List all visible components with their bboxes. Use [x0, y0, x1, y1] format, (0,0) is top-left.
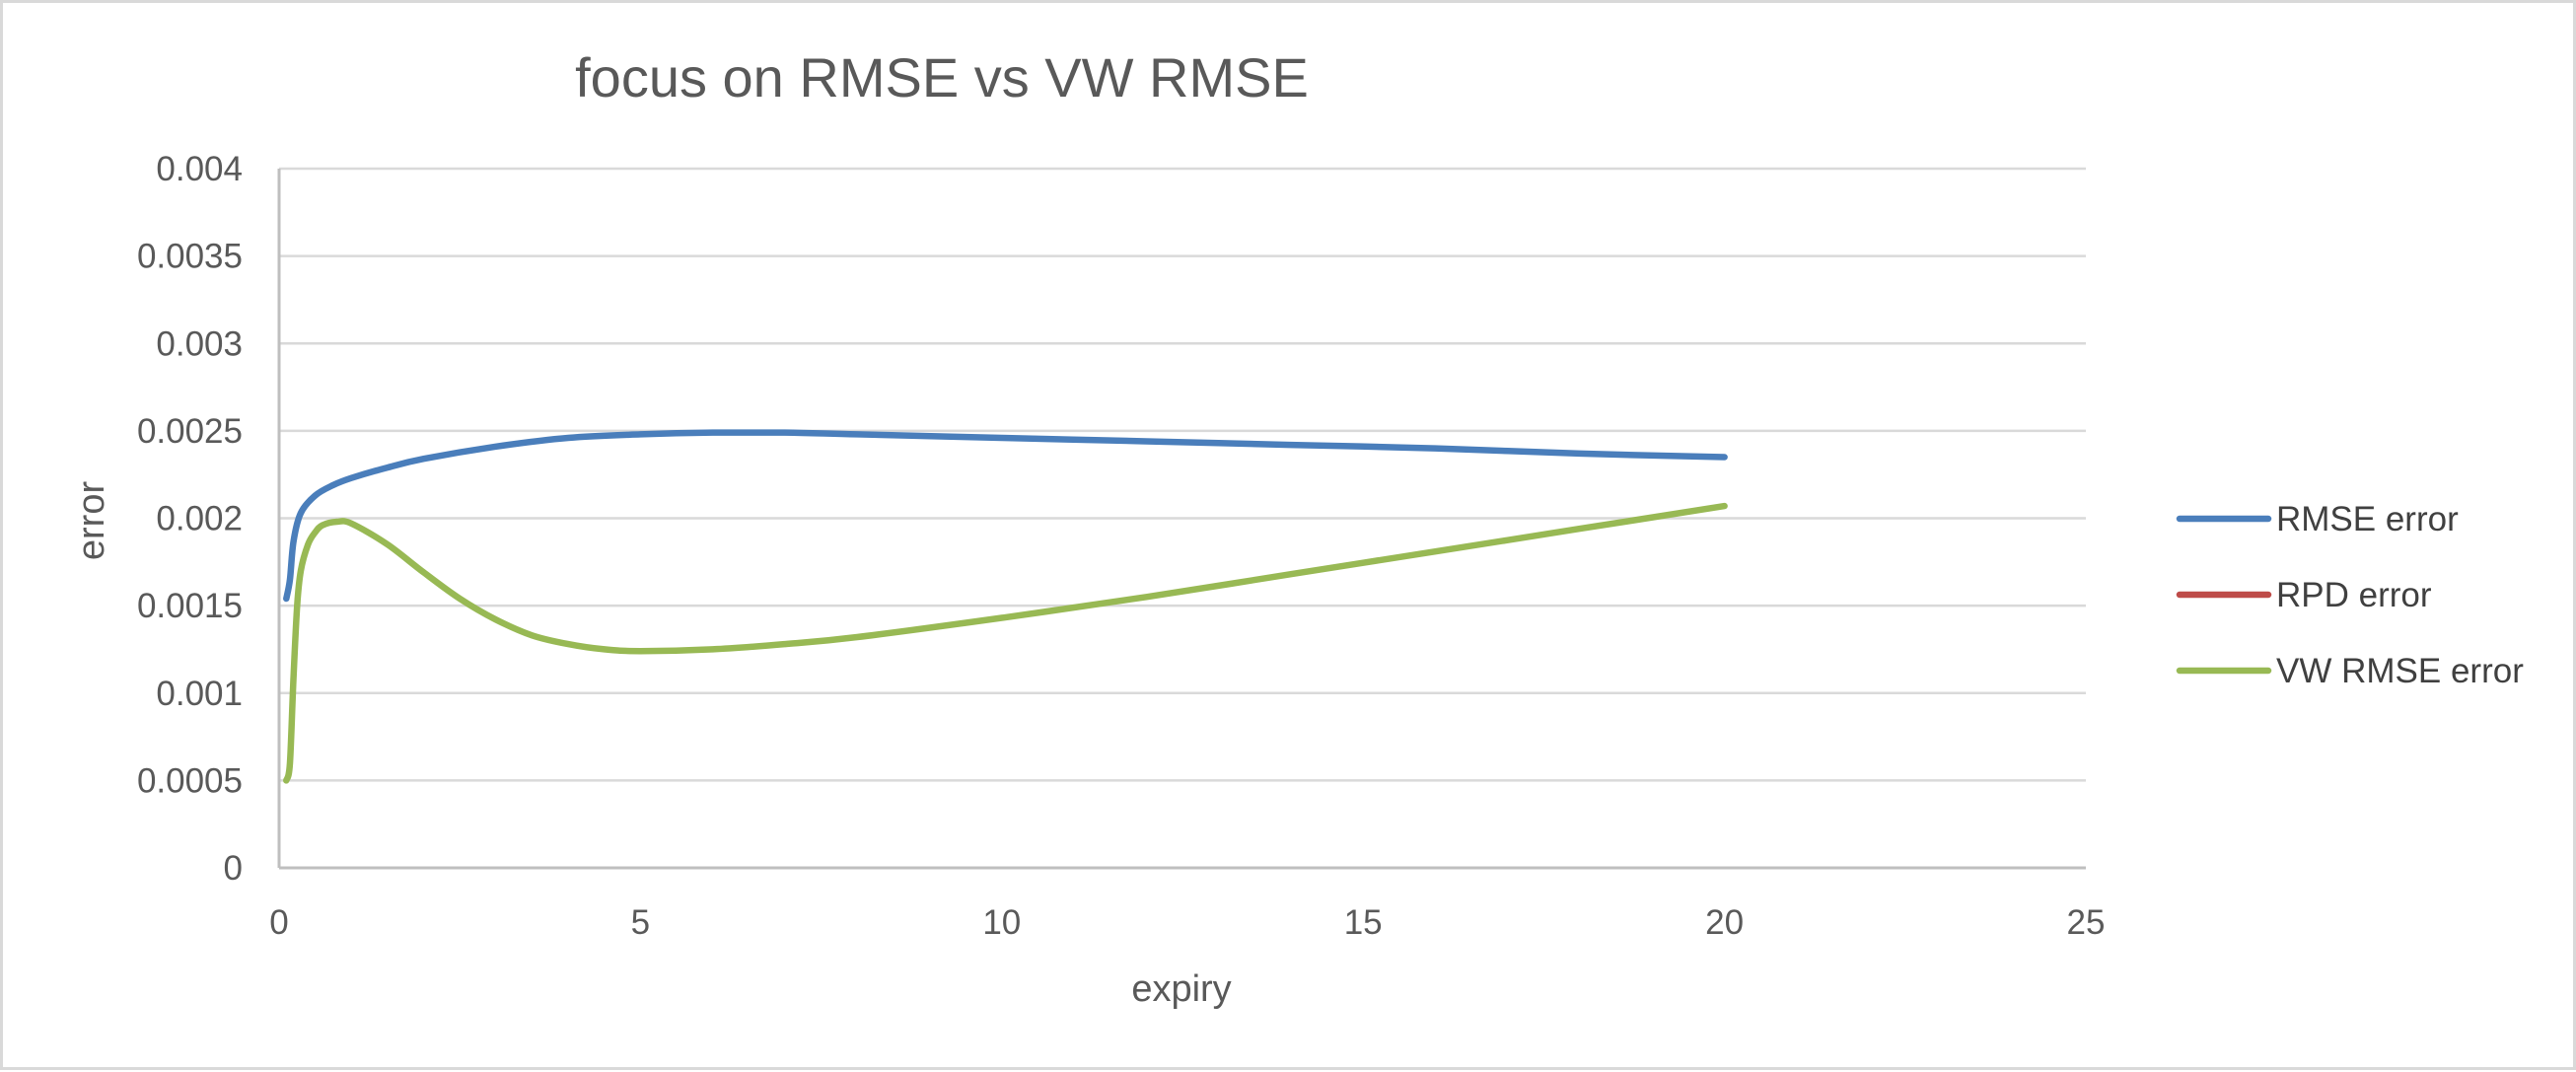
chart-title: focus on RMSE vs VW RMSE	[575, 46, 1309, 108]
y-tick-label: 0.0015	[137, 587, 243, 625]
x-tick-label: 0	[269, 903, 288, 942]
y-tick-label: 0.0025	[137, 412, 243, 451]
y-axis-title: error	[71, 481, 112, 561]
legend-label-rmse-error: RMSE error	[2276, 500, 2459, 538]
x-tick-label: 20	[1705, 903, 1744, 942]
legend-label-vw-rmse-error: VW RMSE error	[2276, 652, 2524, 690]
x-tick-label: 25	[2067, 903, 2106, 942]
y-tick-label: 0.003	[156, 324, 243, 363]
axes	[277, 169, 2086, 870]
series-line-rmse-error	[283, 429, 1728, 603]
tick-labels: 0 0.0005 0.001 0.0015 0.002 0.0025 0.003 0.0035…	[137, 150, 2106, 942]
x-tick-label: 5	[631, 903, 650, 942]
y-tick-label: 0	[224, 849, 243, 888]
x-tick-label: 10	[982, 903, 1021, 942]
series-line-vw-rmse-error	[283, 502, 1728, 784]
x-tick-label: 15	[1344, 903, 1383, 942]
line-chart: focus on RMSE vs VW RMSE 0 0.0005 0.001 0.0…	[71, 46, 2524, 1010]
y-tick-label: 0.0005	[137, 761, 243, 800]
legend-label-rpd-error: RPD error	[2276, 576, 2432, 614]
gridlines	[279, 167, 2086, 782]
y-tick-label: 0.002	[156, 500, 243, 538]
legend: RMSE error RPD error VW RMSE error	[2176, 500, 2524, 690]
y-tick-label: 0.001	[156, 675, 243, 713]
series-lines	[283, 429, 1728, 784]
x-axis-title: expiry	[1131, 968, 1231, 1010]
y-tick-label: 0.004	[156, 150, 243, 188]
y-tick-label: 0.0035	[137, 238, 243, 276]
